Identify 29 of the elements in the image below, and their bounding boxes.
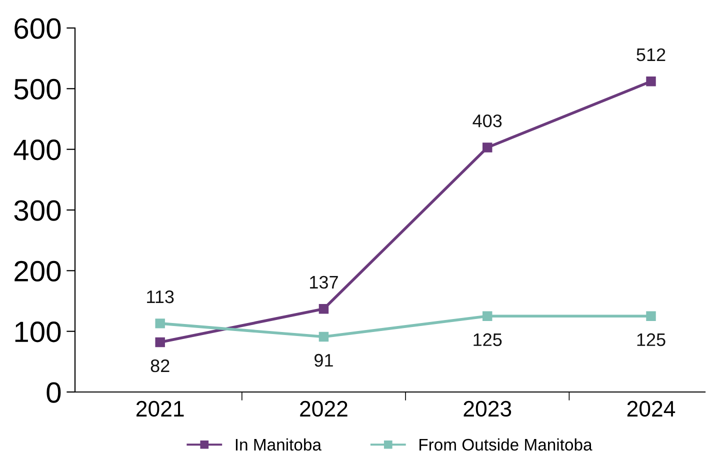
y-tick-label: 400	[14, 140, 61, 160]
point	[318, 304, 329, 314]
y-tick-label: 200	[14, 260, 61, 282]
data-label: 512	[636, 48, 666, 62]
point	[155, 337, 165, 348]
y-tick-label: 500	[14, 78, 61, 100]
y-tick-label: 600	[14, 18, 61, 39]
point	[646, 76, 656, 86]
y-tick-label: 300	[14, 200, 61, 221]
data-label: 91	[314, 354, 333, 367]
point	[318, 332, 329, 342]
data-label: 125	[474, 333, 502, 346]
x-tick-label: 2023	[464, 400, 512, 417]
y-tick-label: 0	[46, 382, 61, 403]
data-label: 82	[150, 359, 170, 372]
point	[482, 311, 492, 322]
x-tick-label: 2022	[300, 400, 348, 417]
y-tick-label: 100	[15, 322, 61, 342]
data-label: 403	[472, 114, 502, 128]
point	[482, 142, 492, 152]
data-label: 137	[310, 276, 338, 289]
x-tick-label: 2024	[627, 400, 676, 417]
legend-label: From Outside Manitoba	[420, 438, 592, 451]
legend-label: In Manitoba	[236, 438, 322, 451]
point	[155, 318, 165, 328]
data-label: 113	[147, 290, 174, 304]
point	[646, 311, 656, 322]
x-tick-label: 2021	[136, 400, 184, 417]
data-label: 125	[637, 333, 666, 346]
